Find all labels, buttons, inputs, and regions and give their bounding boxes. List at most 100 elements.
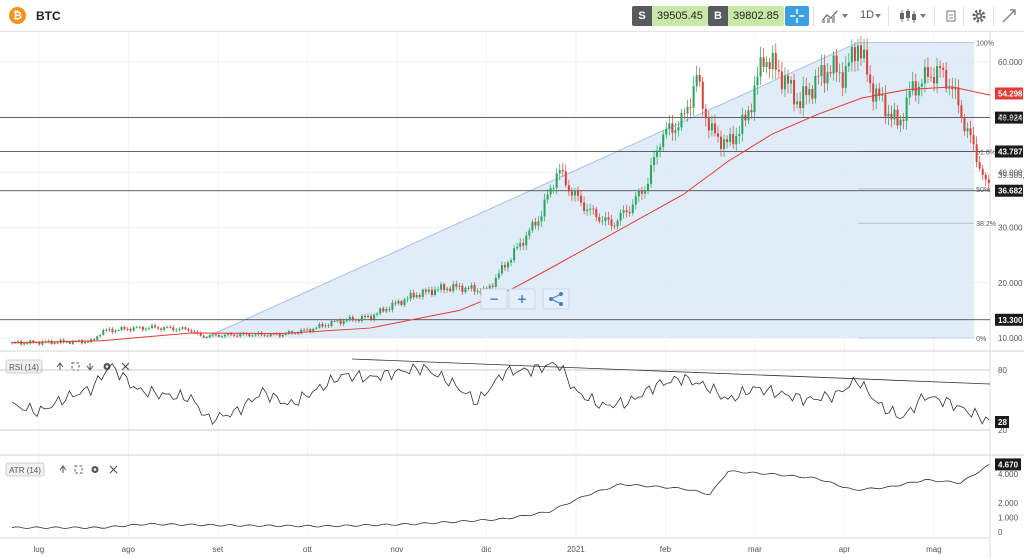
candle-body — [933, 77, 936, 84]
share-button[interactable] — [542, 288, 570, 310]
candle-body — [884, 94, 887, 117]
candle-body — [327, 325, 330, 327]
candles-icon[interactable] — [898, 8, 928, 24]
timeframe-select[interactable]: 1D — [860, 9, 875, 21]
candle-body — [190, 330, 193, 332]
gear-icon[interactable] — [971, 8, 987, 24]
fibonacci-retracement[interactable]: 100%61.8%50%38.2%0% — [204, 41, 996, 343]
candle-body — [893, 109, 896, 120]
candle-body — [869, 74, 872, 84]
moving-average-line: 54.298 39.505,4 — [11, 86, 1024, 344]
candle-body — [780, 71, 783, 90]
candle-body — [747, 110, 750, 121]
candle-body — [549, 188, 552, 195]
candle-body — [759, 57, 762, 77]
atr-title-box[interactable] — [5, 462, 45, 477]
sell-tag[interactable]: S — [632, 6, 652, 26]
candle-body — [665, 128, 668, 135]
candle-body — [230, 333, 233, 335]
candle-body — [251, 335, 254, 337]
atr-panel[interactable]: ATR (14) 4.000 2.000 1.000 0 4.670 — [0, 454, 1024, 537]
chart-type-icon[interactable] — [820, 8, 850, 24]
atr-current-value: 4.670 — [998, 460, 1019, 469]
buy-tag[interactable]: B — [708, 6, 728, 26]
toolbar-divider — [813, 6, 814, 26]
candle-body — [117, 330, 120, 331]
candle-body — [628, 212, 631, 214]
candle-body — [923, 67, 926, 84]
rsi-move-up-icon — [56, 362, 64, 370]
candle-body — [668, 123, 671, 129]
y-tick-label: 50.000 — [998, 113, 1023, 122]
moving-average-path — [11, 86, 991, 344]
candle-body — [497, 273, 500, 278]
buy-price[interactable]: 39802.85 — [728, 6, 784, 26]
candle-body — [446, 288, 449, 291]
candle-body — [56, 342, 59, 344]
candle-body — [433, 289, 436, 295]
atr-tick-label: 0 — [998, 528, 1003, 537]
candle-body — [692, 86, 695, 108]
candle-body — [287, 331, 290, 334]
candle-body — [756, 76, 759, 86]
candle-body — [415, 295, 418, 298]
close-icon — [121, 362, 130, 371]
candle-body — [978, 161, 981, 169]
candle-body — [144, 328, 147, 330]
candle-body — [306, 329, 309, 331]
candle-body — [650, 165, 653, 184]
horizontal-lines[interactable]: 49.924 43.787 36.682 13.300 — [0, 111, 1023, 326]
candle-body — [409, 292, 412, 299]
candle-body — [278, 333, 281, 337]
candle-body — [689, 106, 692, 108]
atr-close-icon — [109, 465, 118, 474]
price-axis: 60.000 50.000 40.000 30.000 20.000 10.000 — [998, 58, 1023, 343]
candle-body — [199, 333, 202, 336]
candle-body — [32, 340, 35, 343]
candle-body — [476, 291, 479, 292]
candle-body — [777, 69, 780, 72]
candle-body — [181, 327, 184, 329]
chevron-down-icon[interactable] — [873, 8, 883, 24]
candle-body — [233, 334, 236, 336]
chart-area[interactable]: 100%61.8%50%38.2%0% 49.92443.78736.68213… — [0, 32, 1024, 559]
current-price-label: 39.505,4 — [998, 171, 1024, 180]
crosshair-button[interactable] — [785, 6, 809, 26]
candle-body — [403, 299, 406, 306]
candle-body — [376, 313, 379, 315]
zoom-out-button[interactable] — [480, 288, 508, 310]
fullscreen-icon[interactable] — [1001, 8, 1017, 24]
x-tick-label: set — [213, 545, 224, 554]
gear-hole — [93, 468, 97, 471]
candle-body — [400, 300, 403, 306]
zoom-in-button[interactable] — [508, 288, 536, 310]
draw-icon[interactable] — [943, 8, 959, 24]
zoom-controls: − + — [480, 288, 570, 310]
candle-body — [147, 327, 150, 329]
atr-controls — [59, 465, 118, 474]
candle-body — [732, 133, 735, 145]
toolbar-divider — [934, 6, 935, 26]
candle-body — [224, 334, 227, 337]
candle-body — [17, 341, 20, 343]
rsi-title: RSI (14) — [9, 363, 39, 372]
candle-body — [163, 327, 166, 330]
candle-body — [263, 334, 266, 336]
candle-body — [394, 302, 397, 304]
atr-expand-icon — [74, 465, 83, 474]
candle-body — [768, 62, 771, 70]
atr-path — [11, 464, 990, 529]
candle-body — [214, 334, 217, 336]
candle-body — [576, 190, 579, 196]
candle-body — [683, 112, 686, 114]
candle-body — [239, 333, 242, 337]
candle-body — [473, 285, 476, 292]
candle-body — [293, 332, 296, 334]
candle-body — [811, 88, 814, 99]
candle-body — [917, 86, 920, 96]
expand-icon — [74, 465, 83, 474]
sell-price[interactable]: 39505.45 — [652, 6, 708, 26]
candle-body — [135, 327, 138, 329]
symbol-title: BTC — [36, 9, 61, 23]
